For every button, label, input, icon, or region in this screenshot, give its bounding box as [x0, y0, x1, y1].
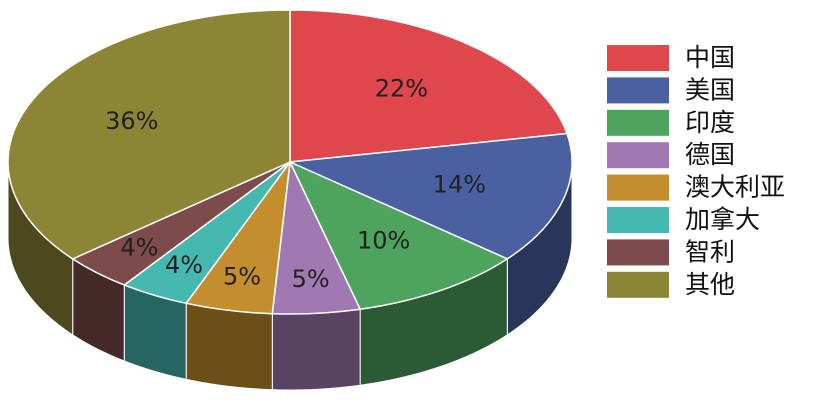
value-label: 4%: [120, 233, 158, 261]
slice: [289, 9, 569, 163]
slice-side: [185, 302, 273, 391]
legend-label: 德国: [685, 140, 735, 169]
value-label: 5%: [223, 263, 261, 291]
legend-swatch: [607, 77, 669, 104]
legend-swatch: [607, 45, 669, 71]
value-label: 4%: [165, 251, 203, 279]
value-label: 22%: [375, 74, 428, 102]
legend-swatch: [607, 109, 669, 136]
legend-label: 加拿大: [685, 205, 760, 234]
legend-swatch: [607, 207, 669, 233]
legend-label: 中国: [685, 43, 735, 72]
slice-side: [271, 308, 361, 391]
legend-label: 印度: [685, 108, 735, 137]
legend-label: 智利: [685, 237, 735, 266]
slice: [288, 160, 509, 311]
legend-swatch: [607, 142, 669, 169]
legend-label: 美国: [685, 75, 735, 104]
value-label: 10%: [357, 227, 410, 255]
value-label: 14%: [433, 170, 486, 198]
slice: [7, 9, 291, 260]
legend-label: 其他: [685, 270, 735, 299]
value-label: 5%: [292, 265, 330, 293]
legend-label: 澳大利亚: [685, 173, 785, 202]
value-label: 36%: [105, 107, 158, 135]
legend-swatch: [607, 239, 669, 266]
legend-swatch: [607, 174, 669, 201]
slice: [287, 132, 573, 260]
legend-swatch: [607, 271, 669, 298]
